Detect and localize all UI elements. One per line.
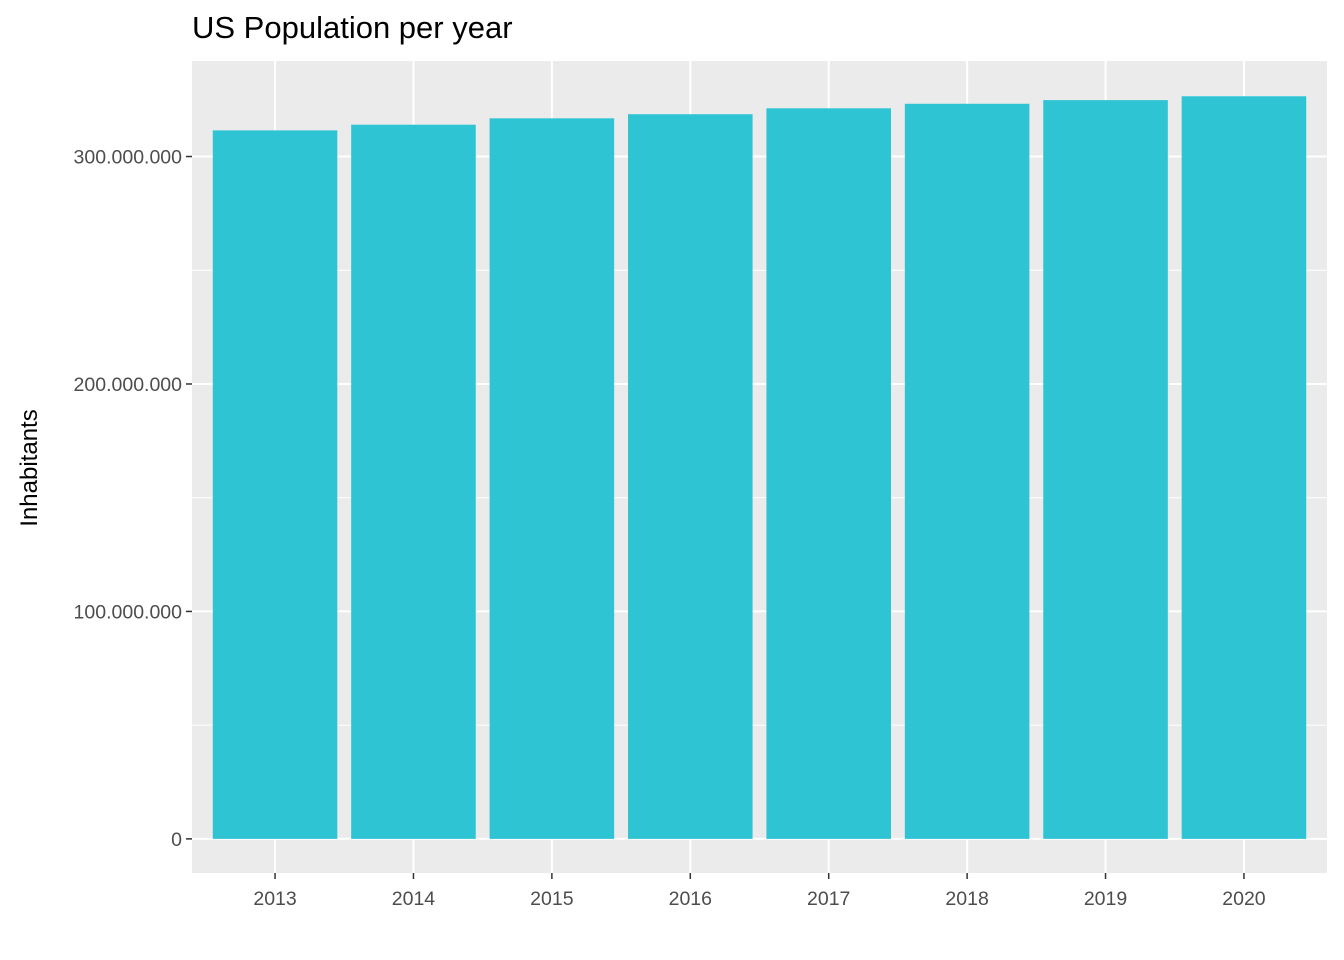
- x-tick-label: 2018: [945, 888, 988, 910]
- x-tick-label: 2015: [530, 888, 574, 910]
- bar-2013: [212, 130, 338, 839]
- bar-2020: [1181, 96, 1307, 839]
- bar-2016: [628, 114, 753, 839]
- bar-2017: [766, 108, 891, 839]
- x-tick-label: 2013: [253, 888, 296, 910]
- x-tick-label: 2014: [392, 888, 436, 910]
- x-tick-label: 2017: [807, 888, 850, 910]
- y-tick-label: 0: [171, 829, 182, 851]
- bar-2019: [1043, 100, 1168, 839]
- bar-2014: [351, 124, 476, 839]
- x-tick-label: 2020: [1222, 888, 1266, 910]
- x-tick-label: 2016: [669, 888, 712, 910]
- x-tick-label: 2019: [1084, 888, 1127, 910]
- bar-2018: [904, 103, 1030, 839]
- bar-2015: [489, 118, 615, 839]
- chart-title: US Population per year: [192, 10, 513, 45]
- y-tick-label: 100.000.000: [74, 601, 183, 623]
- y-tick-label: 200.000.000: [74, 374, 183, 396]
- y-tick-label: 300.000.000: [74, 147, 183, 169]
